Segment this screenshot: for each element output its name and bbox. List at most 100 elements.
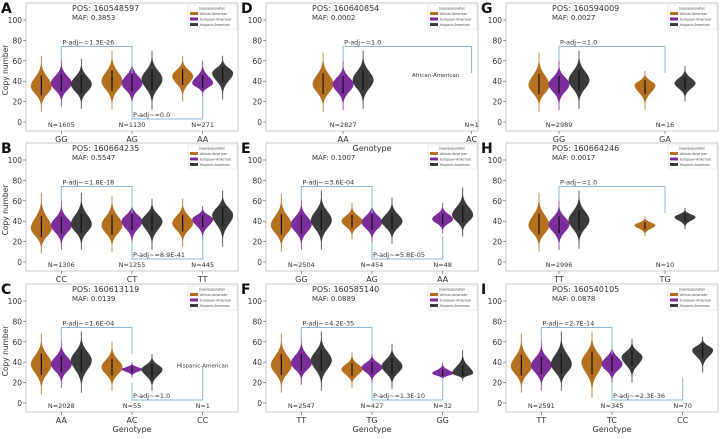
legend-label-hispanic-american: Hispanic-American — [440, 23, 470, 27]
position-label: POS: 160613119 — [72, 285, 139, 294]
significance-bracket — [371, 236, 444, 260]
panel-g: G 0 20 40 60 80 100 POS: 160594009 MAF: 0.0027 Su… — [480, 0, 720, 144]
maf-label: MAF: 0.5547 — [72, 154, 115, 162]
sample-count-label: N=10 — [656, 261, 675, 269]
legend-title: Superpopulation — [199, 7, 225, 11]
legend: SuperpopulationAfrican-AmericanEuropean-… — [427, 4, 478, 30]
legend-swatch-european-american — [430, 157, 438, 161]
legend-swatch-hispanic-american — [190, 304, 198, 307]
violin-plot-a: A 0 20 40 60 80 100 Copy number POS: 160548597MA… — [1, 1, 239, 144]
position-label: POS: 160540105 — [552, 285, 619, 294]
y-tick-label: 40 — [252, 217, 262, 226]
legend-label-african-american: African-American — [680, 293, 707, 297]
position-label: POS: 160585140 — [312, 285, 379, 294]
legend-swatch-european-american — [430, 17, 438, 21]
panel-label: I — [481, 282, 486, 298]
panel-label: E — [241, 141, 251, 157]
y-tick-label: 100 — [248, 16, 263, 25]
legend-title: Superpopulation — [439, 7, 465, 11]
panel-label: G — [481, 1, 493, 17]
legend-label-european-american: European-American — [440, 17, 471, 21]
y-tick-label: 80 — [492, 36, 502, 45]
y-tick-label: 80 — [12, 176, 22, 185]
legend: SuperpopulationAfrican-AmericanEuropean-… — [187, 144, 238, 170]
sample-count-label: N=271 — [191, 121, 214, 129]
legend-label-european-american: European-American — [440, 298, 471, 302]
maf-label: MAF: 0.3853 — [72, 14, 115, 22]
y-tick-label: 40 — [12, 217, 22, 226]
maf-label: MAF: 0.0889 — [312, 295, 355, 303]
y-tick-label: 0 — [257, 118, 262, 127]
legend-swatch-european-american — [670, 157, 678, 161]
legend-label-african-american: African-American — [200, 293, 227, 297]
x-tick-label: TT — [536, 416, 547, 425]
legend-swatch-african-american — [190, 152, 198, 155]
panel-a: A 0 20 40 60 80 100 Copy number POS: 160548597 MA… — [0, 0, 240, 144]
legend-title: Superpopulation — [679, 7, 705, 11]
significance-bracket — [611, 377, 684, 401]
p-adj-label: P-adj~=1.8E-18 — [62, 179, 114, 187]
panel-d: D 0 20 40 60 80 100 POS: 160640854 MAF: 0.0002 Su… — [240, 0, 480, 153]
x-tick-label: TT — [296, 416, 307, 425]
y-tick-label: 0 — [17, 258, 22, 267]
y-tick-label: 0 — [497, 399, 502, 408]
position-label: POS: 160664235 — [72, 144, 139, 153]
legend-label-hispanic-american: Hispanic-American — [680, 23, 710, 27]
y-tick-label: 20 — [492, 238, 502, 247]
x-axis-label: Genotype — [353, 144, 392, 153]
legend: SuperpopulationAfrican-AmericanEuropean-… — [667, 285, 718, 311]
y-tick-label: 100 — [8, 156, 23, 165]
y-axis-label: Copy number — [1, 44, 10, 96]
p-adj-label: P-adj~=1.0 — [560, 179, 597, 187]
significance-bracket — [558, 46, 666, 74]
significance-bracket — [371, 377, 444, 401]
y-axis-label: Copy number — [1, 184, 10, 236]
legend-swatch-hispanic-american — [670, 163, 678, 166]
legend-label-european-american: European-American — [440, 157, 471, 161]
sample-count-label: N=48 — [433, 261, 452, 269]
y-tick-label: 60 — [252, 338, 262, 347]
legend-label-european-american: European-American — [680, 17, 711, 21]
sample-count-label: N=454 — [361, 261, 384, 269]
legend-label-hispanic-american: Hispanic-American — [680, 304, 710, 308]
x-tick-label: GG — [55, 135, 67, 144]
panel-e: E 0 20 40 60 80 100 MAF: 0.1007 Superpopulation A… — [240, 140, 480, 284]
sample-count-label: N=427 — [361, 402, 384, 410]
y-tick-label: 100 — [488, 16, 503, 25]
legend-swatch-hispanic-american — [430, 304, 438, 307]
maf-label: MAF: 0.0878 — [552, 295, 595, 303]
legend-swatch-african-american — [670, 152, 678, 155]
panel-c: C 0 20 40 60 80 100 Copy number POS: 160613119 MA… — [0, 281, 240, 434]
legend-title: Superpopulation — [199, 147, 225, 151]
panel-label: B — [1, 141, 12, 157]
sample-count-label: N=345 — [601, 402, 624, 410]
sample-count-label: N=1255 — [119, 261, 146, 269]
legend-title: Superpopulation — [199, 288, 225, 292]
legend-label-european-american: European-American — [200, 157, 231, 161]
legend: SuperpopulationAfrican-AmericanEuropean-… — [427, 144, 478, 170]
legend-swatch-hispanic-american — [190, 163, 198, 166]
legend-swatch-european-american — [670, 17, 678, 21]
legend-swatch-african-american — [430, 152, 438, 155]
y-tick-label: 0 — [497, 118, 502, 127]
y-tick-label: 40 — [492, 77, 502, 86]
y-tick-label: 0 — [17, 118, 22, 127]
p-adj-label: P-adj~=1.6E-04 — [62, 320, 114, 328]
significance-bracket — [342, 46, 473, 74]
p-adj-label: P-adj~=3.6E-04 — [302, 179, 354, 187]
significance-bracket — [60, 186, 133, 214]
panel-label: D — [241, 1, 253, 17]
legend-swatch-european-american — [190, 157, 198, 161]
sample-count-label: N=16 — [656, 121, 675, 129]
maf-label: MAF: 0.1007 — [312, 154, 355, 162]
y-tick-label: 20 — [12, 379, 22, 388]
y-tick-label: 100 — [248, 156, 263, 165]
legend-swatch-african-american — [670, 293, 678, 296]
legend-box — [667, 285, 718, 311]
y-tick-label: 20 — [252, 379, 262, 388]
p-adj-label: P-adj~=1.0 — [133, 392, 170, 400]
panel-b: B 0 20 40 60 80 100 Copy number POS: 160664235 MA… — [0, 140, 240, 284]
